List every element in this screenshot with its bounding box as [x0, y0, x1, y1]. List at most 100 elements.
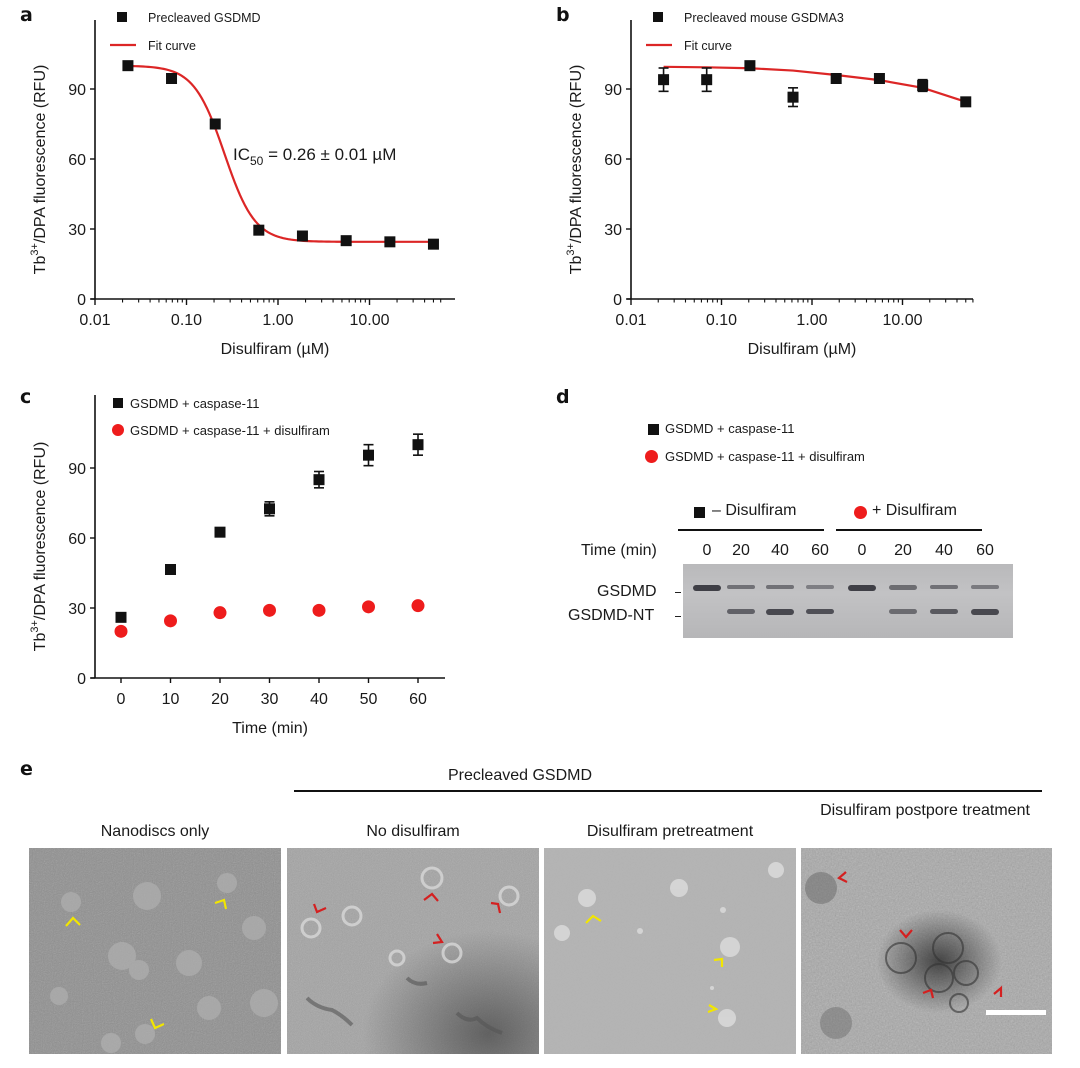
y-axis-label-main: Tb: [32, 633, 49, 652]
data-point-square: [787, 91, 799, 103]
band-label-gsdmd: GSDMD: [597, 583, 657, 600]
data-point-square: [412, 439, 424, 451]
x-tick-label: 0.10: [171, 312, 202, 329]
x-tick-label: 1.00: [262, 312, 293, 329]
group-minus-label: – Disulfiram: [712, 502, 797, 519]
data-point-circle: [312, 603, 326, 617]
x-tick-label: 0.01: [79, 312, 110, 329]
y-axis-label: Tb3+/DPA fluorescence (RFU): [29, 442, 49, 652]
legend-circle-marker: [112, 424, 124, 436]
lane-label: 60: [976, 542, 994, 559]
gel-band-gsdmd-nt: [766, 609, 794, 615]
x-tick-label: 0: [117, 691, 126, 708]
gel-band-gsdmd: [727, 585, 755, 590]
em-image-4-svg: [801, 848, 1052, 1054]
chart-b: 0 30 60 90 0.01 0.10 1.00 10.00 Disulfiram (µM) T…: [565, 11, 974, 358]
y-tick-label: 0: [77, 671, 86, 688]
data-point-square: [917, 80, 929, 91]
group-minus-rule: [678, 529, 824, 531]
panel-label-d: d: [556, 386, 570, 408]
fit-curve-line: [663, 65, 967, 103]
gel-band-gsdmd: [766, 585, 794, 590]
legend-label: GSDMD + caspase-11: [130, 396, 259, 411]
fit-curve-line: [127, 64, 434, 243]
data-point-square: [264, 503, 275, 515]
data-point-square: [658, 74, 670, 86]
band-label-gsdmd-nt: GSDMD-NT: [568, 607, 655, 624]
lane-label: 20: [894, 542, 912, 559]
red-arrowheads: [312, 892, 502, 945]
panel-label-a: a: [20, 4, 33, 26]
data-point-square: [115, 611, 127, 623]
y-tick-label: 60: [604, 152, 622, 169]
data-point-square: [122, 60, 134, 72]
data-point-square: [427, 238, 439, 250]
data-point-circle: [411, 599, 425, 613]
data-point-circle: [213, 606, 227, 620]
x-tick-label: 10: [162, 691, 180, 708]
gel-band-gsdmd-nt: [806, 609, 834, 615]
gel-band-gsdmd-nt: [930, 609, 958, 615]
em-title-4: Disulfiram postpore treatment: [820, 802, 1030, 819]
data-point-square: [701, 74, 713, 86]
data-point-circle: [263, 603, 276, 617]
legend-square-marker: [117, 12, 127, 22]
x-tick-label: 60: [409, 691, 427, 708]
chart-c: 0 30 60 90 0 10 20 30 40 50 60 Time (min) Tb3+/DPA f…: [29, 395, 445, 737]
x-tick-label: 30: [261, 691, 279, 708]
legend-label: Precleaved GSDMD: [148, 11, 261, 25]
gel-band-gsdmd-nt: [727, 609, 755, 614]
legend-circle-marker: [645, 450, 658, 463]
y-axis-label-main: Tb: [568, 256, 585, 275]
group-minus-square-icon: [694, 507, 705, 518]
data-point-square: [960, 96, 972, 108]
y-axis-label: Tb3+/DPA fluorescence (RFU): [29, 65, 49, 275]
data-point-square: [873, 73, 885, 84]
legend-label: GSDMD + caspase-11 + disulfiram: [130, 423, 330, 438]
legend-label: Fit curve: [148, 39, 196, 53]
em-title-2: No disulfiram: [366, 823, 460, 840]
panel-label-e: e: [20, 758, 33, 780]
y-tick-label: 60: [68, 531, 86, 548]
data-point-square: [296, 230, 308, 242]
lane-label: 40: [771, 542, 789, 559]
x-tick-label: 10.00: [349, 312, 389, 329]
y-axis-label-superscript: 3+: [29, 243, 41, 256]
data-point-circle: [114, 624, 128, 638]
legend-square-marker: [653, 12, 663, 22]
y-tick-label: 90: [68, 461, 86, 478]
x-axis-label: Disulfiram (µM): [221, 341, 330, 358]
gel-legend-label-1: GSDMD + caspase-11: [665, 421, 795, 436]
scale-bar: [986, 1010, 1046, 1015]
y-tick-label: 90: [604, 82, 622, 99]
gel-band-gsdmd-nt: [971, 609, 999, 615]
gel-band-gsdmd: [930, 585, 958, 590]
y-tick-label: 30: [604, 222, 622, 239]
x-tick-label: 1.00: [796, 312, 827, 329]
ic50-annotation: IC50 = 0.26 ± 0.01 µM: [233, 145, 396, 168]
gel-band-gsdmd: [806, 585, 834, 589]
lane-label: 0: [702, 542, 712, 559]
ic50-subscript: 50: [250, 154, 264, 168]
lane-label: 0: [857, 542, 867, 559]
em-image-2-svg: [287, 848, 539, 1054]
x-axis-label: Time (min): [232, 720, 308, 737]
data-point-square: [744, 60, 756, 72]
em-image-3-svg: [544, 848, 796, 1054]
y-axis-label-superscript: 3+: [565, 243, 577, 256]
data-point-square: [253, 224, 265, 236]
data-point-circle: [164, 614, 177, 628]
ic50-value: = 0.26 ± 0.01 µM: [263, 145, 396, 164]
legend-label: Precleaved mouse GSDMA3: [684, 11, 844, 25]
data-point-square: [166, 73, 178, 84]
y-axis-label-rest: /DPA fluorescence (RFU): [32, 442, 49, 620]
group-plus-rule: [836, 529, 982, 531]
gel-band-gsdmd: [971, 585, 999, 590]
x-tick-label: 10.00: [882, 312, 922, 329]
data-point-circle: [362, 600, 375, 614]
data-point-square: [830, 73, 842, 84]
em-image-nanodiscs-only: [29, 848, 281, 1054]
panel-label-b: b: [556, 4, 570, 26]
em-group-rule: [294, 790, 1042, 792]
y-axis-label-main: Tb: [32, 256, 49, 275]
